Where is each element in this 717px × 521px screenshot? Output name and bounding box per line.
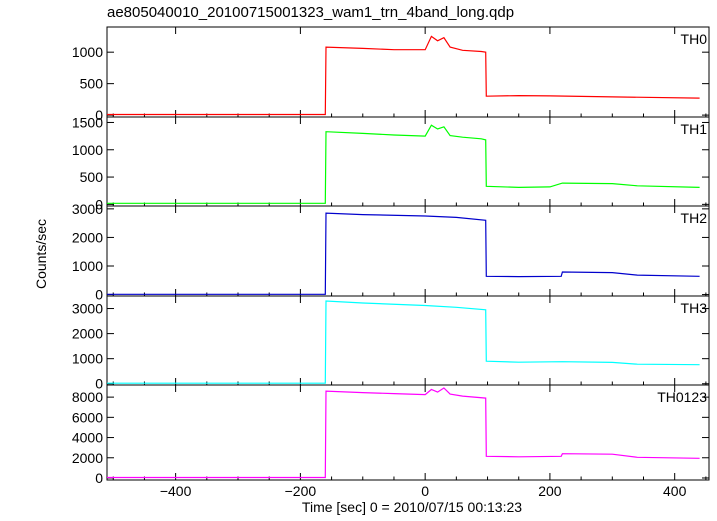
x-tick-label: −400 <box>160 483 192 499</box>
panel-th0: 0 500 1000 TH0 <box>72 26 710 123</box>
series-line-th0 <box>107 35 700 116</box>
x-tick-labels: −400 −200 0 200 400 <box>160 483 687 499</box>
y-tick-label: 2000 <box>72 450 103 466</box>
panel-th2: 0 1000 2000 3000 TH2 <box>72 201 710 303</box>
y-tick-label: 500 <box>80 169 104 185</box>
y-tick-label: 1000 <box>72 142 103 158</box>
y-tick-label: 4000 <box>72 430 103 446</box>
panel-th3: 0 1000 2000 3000 TH3 <box>72 295 710 392</box>
y-tick-label: 0 <box>95 470 103 486</box>
y-tick-label: 0 <box>95 196 103 212</box>
panel-th0123: 0 2000 4000 6000 8000 TH0123 <box>72 384 710 486</box>
panel-frame <box>106 384 710 481</box>
y-tick-label: 2000 <box>72 326 103 342</box>
panel-frame <box>106 116 710 207</box>
y-tick-label: 1500 <box>72 114 103 130</box>
series-line-th1 <box>107 124 700 204</box>
panel-label: TH2 <box>681 210 708 226</box>
x-tick-label: 400 <box>663 483 687 499</box>
panels: 0 500 1000 TH0 0 500 1000 1500 TH1 0 1000 2000 3000 T… <box>72 26 710 486</box>
panel-frame <box>106 205 710 297</box>
y-tick-label: 6000 <box>72 409 103 425</box>
panel-label: TH0123 <box>657 389 707 405</box>
series-line-th0123 <box>107 387 700 479</box>
y-tick-label: 1000 <box>72 351 103 367</box>
y-axis-label: Counts/sec <box>33 219 49 289</box>
y-tick-label: 500 <box>80 76 104 92</box>
panel-label: TH1 <box>681 121 708 137</box>
y-tick-label: 0 <box>95 376 103 392</box>
y-tick-label: 1000 <box>72 258 103 274</box>
chart-title: ae805040010_20100715001323_wam1_trn_4ban… <box>107 4 514 21</box>
series-line-th2 <box>107 212 700 295</box>
x-tick-label: 0 <box>421 483 429 499</box>
x-axis-label: Time [sec] 0 = 2010/07/15 00:13:23 <box>302 499 522 515</box>
x-tick-label: −200 <box>285 483 317 499</box>
y-tick-label: 0 <box>95 107 103 123</box>
y-tick-label: 0 <box>95 287 103 303</box>
y-tick-label: 2000 <box>72 229 103 245</box>
y-tick-label: 1000 <box>72 44 103 60</box>
panel-frame <box>106 26 710 118</box>
y-tick-label: 3000 <box>72 301 103 317</box>
y-tick-label: 8000 <box>72 389 103 405</box>
panel-th1: 0 500 1000 1500 TH1 <box>72 114 710 212</box>
x-tick-label: 200 <box>538 483 562 499</box>
series-line-th3 <box>107 300 700 384</box>
y-tick-label: 3000 <box>72 201 103 217</box>
panel-frame <box>106 295 710 386</box>
panel-label: TH3 <box>681 300 708 316</box>
panel-label: TH0 <box>681 31 708 47</box>
